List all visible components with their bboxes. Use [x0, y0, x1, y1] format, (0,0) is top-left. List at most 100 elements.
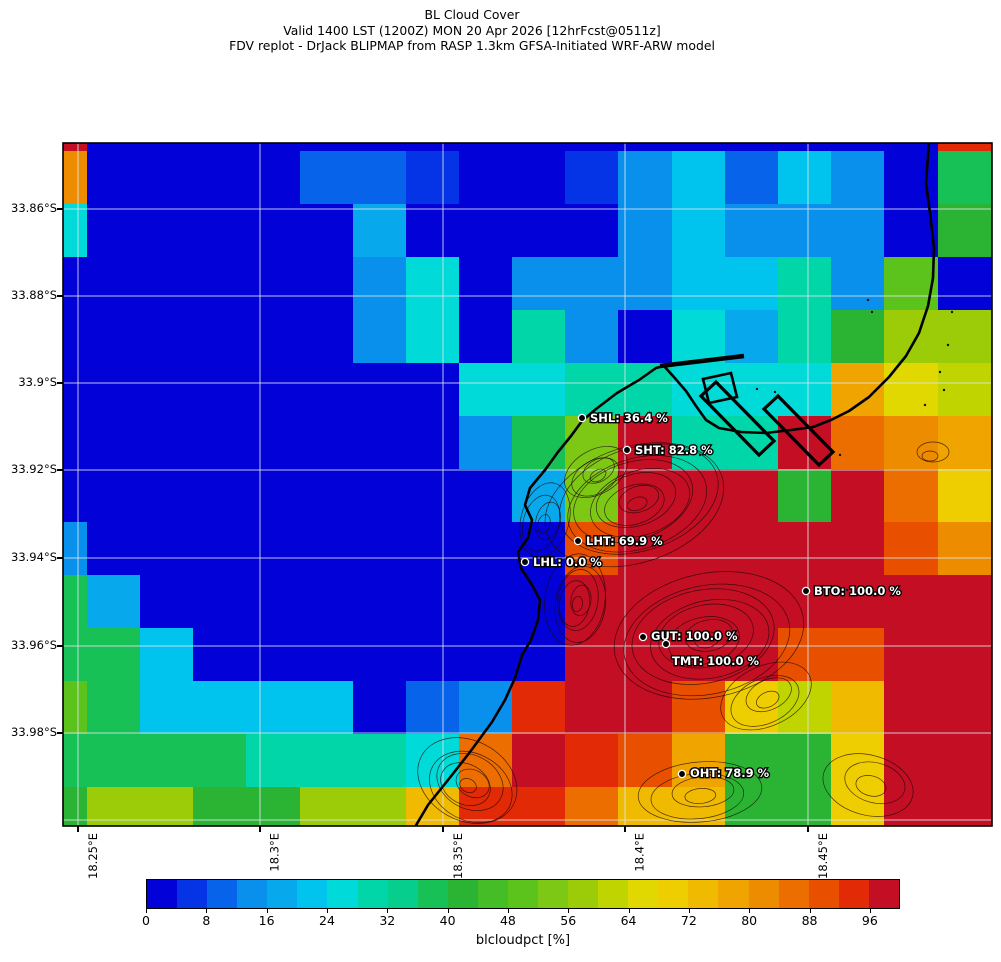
- colorbar-tick-label: 0: [142, 913, 150, 928]
- colorbar-segment: [538, 880, 569, 908]
- map-cell: [193, 681, 247, 735]
- map-cell: [884, 310, 939, 364]
- station-marker-BTO: [801, 586, 811, 596]
- map-cell: [140, 522, 194, 576]
- map-cell: [63, 575, 88, 629]
- title-block: BL Cloud Cover Valid 1400 LST (1200Z) MO…: [0, 7, 944, 54]
- colorbar-tickmark: [266, 909, 268, 913]
- colorbar-segment: [357, 880, 388, 908]
- map-cell: [778, 363, 832, 417]
- terrain-contour: [582, 457, 615, 484]
- map-cell: [725, 363, 779, 417]
- terrain-contour: [618, 484, 660, 514]
- map-cell: [193, 734, 247, 788]
- lat-tick-label: 33.92°S: [11, 462, 57, 476]
- map-cell: [778, 734, 832, 788]
- station-label-LHL: LHL: 0.0 %: [533, 555, 602, 569]
- map-cell: [63, 143, 88, 152]
- map-cell: [725, 151, 779, 205]
- station-marker-LHL: [520, 557, 530, 567]
- map-cell: [87, 204, 141, 258]
- map-cell: [63, 363, 88, 417]
- map-cell: [831, 681, 885, 735]
- map-cell: [353, 681, 407, 735]
- map-cell: [353, 787, 407, 826]
- map-cell: [459, 143, 513, 152]
- map-cell: [406, 469, 460, 523]
- map-cell: [353, 204, 407, 258]
- map-cell: [353, 469, 407, 523]
- map-cell: [512, 257, 566, 311]
- station-marker-LHT: [573, 536, 583, 546]
- map-cell: [565, 204, 619, 258]
- map-cell: [512, 787, 566, 826]
- map-cell: [63, 628, 88, 682]
- map-cell: [300, 734, 354, 788]
- map-cell: [87, 363, 141, 417]
- map-cell: [618, 734, 673, 788]
- map-cell: [778, 787, 832, 826]
- map-cell: [884, 143, 939, 152]
- terrain-contour: [694, 631, 720, 649]
- lon-tick-label: 18.45°E: [815, 833, 830, 879]
- map-cell: [512, 143, 566, 152]
- map-cell: [140, 143, 194, 152]
- terrain-contour: [558, 580, 591, 627]
- island-speck: [938, 370, 942, 374]
- map-cell: [831, 787, 885, 826]
- map-cell: [63, 734, 88, 788]
- terrain-contour: [595, 472, 677, 528]
- colorbar-tickmark: [628, 909, 630, 913]
- map-cell: [884, 469, 939, 523]
- map-cell: [87, 522, 141, 576]
- map-cell: [778, 151, 832, 205]
- terrain-contour: [916, 441, 950, 463]
- map-cell: [778, 681, 832, 735]
- colorbar-segment: [598, 880, 629, 908]
- map-cell: [193, 416, 247, 470]
- terrain-contour: [436, 753, 504, 811]
- lon-tickmark: [77, 826, 79, 832]
- map-border: [62, 142, 993, 827]
- map-cell: [459, 628, 513, 682]
- map-cell: [938, 310, 992, 364]
- map-cell: [300, 257, 354, 311]
- map-cell: [778, 469, 832, 523]
- map-cell: [193, 469, 247, 523]
- map-cell: [459, 734, 513, 788]
- lat-tick-label: 33.9°S: [18, 375, 57, 389]
- map-cell: [353, 363, 407, 417]
- terrain-contour: [855, 775, 887, 797]
- map-cell: [140, 204, 194, 258]
- map-cell: [512, 204, 566, 258]
- terrain-contour: [921, 450, 939, 462]
- map-cell: [63, 522, 88, 576]
- map-cell: [884, 151, 939, 205]
- map-cell: [459, 204, 513, 258]
- map-cell: [565, 787, 619, 826]
- terrain-contour: [684, 619, 733, 652]
- colorbar-tick-label: 40: [439, 913, 456, 928]
- terrain-contour: [544, 553, 606, 646]
- terrain-contour: [440, 762, 491, 806]
- lat-tick-label: 33.86°S: [11, 201, 57, 215]
- map-cell: [512, 628, 566, 682]
- map-cell: [87, 469, 141, 523]
- colorbar-segment: [748, 880, 779, 908]
- map-cell: [140, 734, 194, 788]
- lon-tick-label: 18.35°E: [450, 833, 465, 879]
- terrain-contour: [544, 442, 725, 568]
- map-cell: [831, 469, 885, 523]
- colorbar-tick-label: 72: [680, 913, 697, 928]
- colorbar-segment: [507, 880, 539, 908]
- colorbar-segment: [628, 880, 659, 908]
- map-cell: [725, 204, 779, 258]
- map-cell: [884, 257, 939, 311]
- map-cell: [884, 681, 939, 735]
- harbor-structure: [659, 353, 745, 369]
- map-cell: [512, 681, 566, 735]
- lon-tick-label: 18.25°E: [85, 833, 100, 879]
- terrain-contour: [844, 761, 906, 805]
- map-cell: [87, 151, 141, 205]
- terrain-contour: [519, 482, 571, 558]
